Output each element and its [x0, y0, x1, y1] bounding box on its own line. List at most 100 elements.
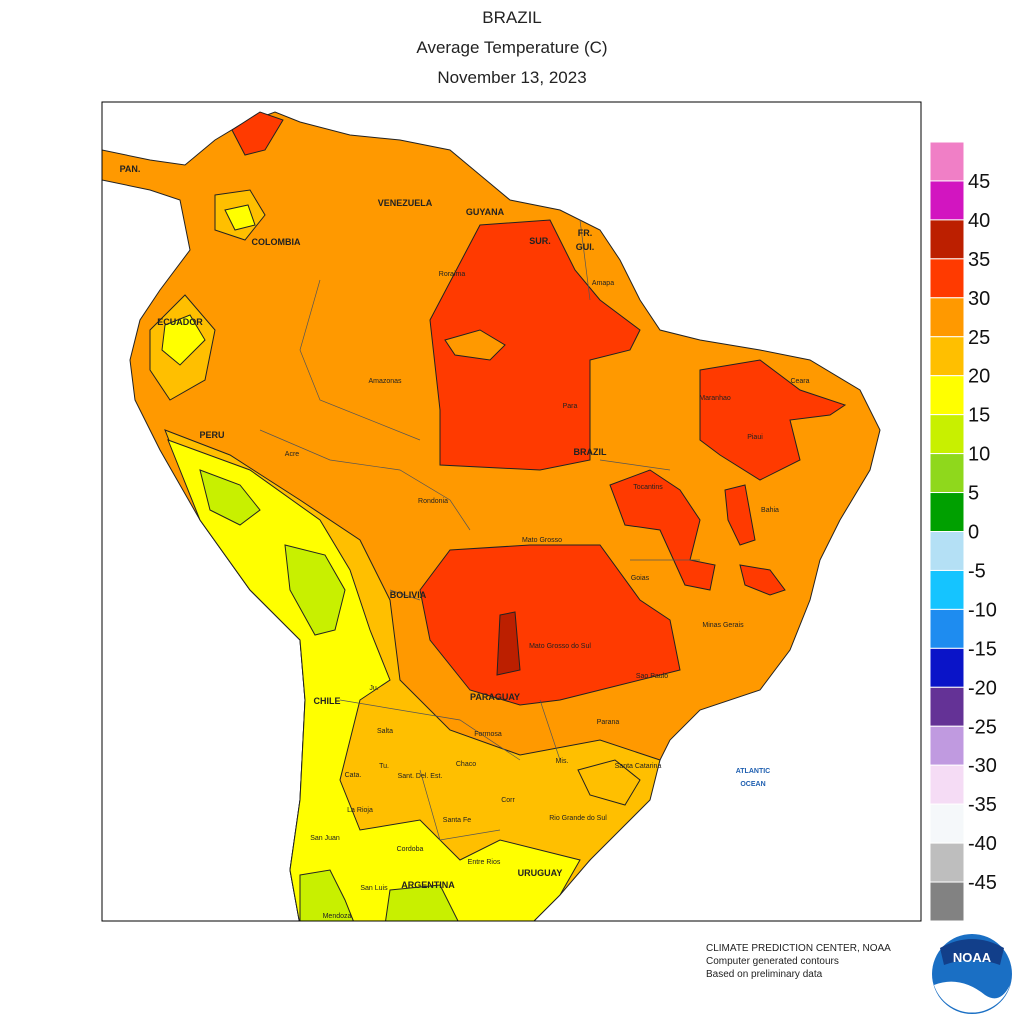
legend-swatch [929, 375, 965, 416]
place-label: BRAZIL [574, 447, 607, 457]
legend-swatch [929, 647, 965, 688]
frame [101, 101, 922, 922]
legend-swatch [929, 686, 965, 727]
place-label: PARAGUAY [470, 692, 520, 702]
very-hot [496, 611, 521, 676]
state-label: San Juan [310, 835, 340, 842]
legend-label: 25 [968, 327, 990, 349]
credit: Based on preliminary data [706, 969, 823, 980]
state-label: Santa Fe [443, 817, 472, 824]
place-label: URUGUAY [518, 868, 563, 878]
state-label: Maranhao [699, 395, 731, 402]
state-label: Cordoba [397, 846, 424, 853]
subtitle: Average Temperature (C) [416, 38, 607, 57]
legend-label: -45 [968, 872, 997, 894]
credit: CLIMATE PREDICTION CENTER, NOAA [706, 943, 891, 954]
legend-label: -40 [968, 833, 997, 855]
legend-label: -25 [968, 716, 997, 738]
legend-label: 45 [968, 171, 990, 193]
place-label: BOLIVIA [390, 590, 427, 600]
state-label: Entre Rios [468, 859, 501, 866]
legend-label: 5 [968, 483, 979, 505]
hot-zone [699, 359, 847, 481]
state-label: Mato Grosso [522, 537, 562, 544]
legend-label: 35 [968, 249, 990, 271]
legend-swatch [929, 764, 965, 805]
legend-label: 30 [968, 288, 990, 310]
ocean-label: ATLANTIC [736, 768, 770, 775]
legend-swatch [929, 141, 965, 182]
legend-swatch [929, 219, 965, 260]
place-label: CHILE [314, 696, 341, 706]
place-labels: PAN. VENEZUELA GUYANA SUR. FR. GUI. COLO… [120, 164, 810, 920]
warm-spot [444, 329, 506, 361]
legend-label: -30 [968, 755, 997, 777]
legend-label: -10 [968, 599, 997, 621]
state-label: Tocantins [633, 484, 663, 491]
green-spot [299, 869, 354, 921]
state-label: La Rioja [347, 807, 373, 814]
hot-zone [724, 484, 756, 546]
state-label: Roraima [439, 271, 466, 278]
state-label: Tu. [379, 763, 389, 770]
legend-swatch [929, 803, 965, 844]
state-label: Mendoza [323, 913, 352, 920]
legend-swatch [929, 725, 965, 766]
legend-swatch [929, 297, 965, 338]
place-label: GUI. [576, 242, 595, 252]
state-label: Para [563, 403, 578, 410]
state-label: Ju. [369, 685, 378, 692]
legend-swatch [929, 608, 965, 649]
title: BRAZIL [482, 8, 542, 27]
legend-label: -15 [968, 638, 997, 660]
legend-swatch [929, 531, 965, 571]
place-label: GUYANA [466, 207, 505, 217]
land [102, 111, 881, 921]
green-spot [385, 884, 459, 921]
cool-spot [224, 204, 256, 231]
legend-swatch [929, 569, 965, 610]
state-label: Mato Grosso do Sul [529, 643, 591, 650]
state-label: Corr [501, 797, 515, 804]
state-label: Acre [285, 451, 300, 458]
green-spot [284, 544, 346, 636]
legend-label: 20 [968, 366, 990, 388]
legend-label: 15 [968, 405, 990, 427]
state-label: Piaui [747, 434, 763, 441]
legend-label: -5 [968, 560, 986, 582]
noaa-logo: NOAA [932, 934, 1012, 1014]
place-label: COLOMBIA [252, 237, 301, 247]
state-label: Chaco [456, 761, 476, 768]
hot-zone [429, 219, 641, 471]
legend-label: 0 [968, 522, 979, 544]
place-label: VENEZUELA [378, 198, 433, 208]
legend-swatch [929, 453, 965, 494]
state-label: Minas Gerais [702, 622, 744, 629]
legend-swatch [929, 180, 965, 221]
cool-spot [161, 314, 206, 366]
green-spot [199, 469, 261, 526]
legend-swatch [929, 414, 965, 455]
state-label: Sao Paulo [636, 673, 668, 680]
hot-zone [739, 564, 786, 596]
state-label: Salta [377, 728, 393, 735]
legend-label: -35 [968, 794, 997, 816]
place-label: ARGENTINA [401, 880, 455, 890]
credit: Computer generated contours [706, 956, 839, 967]
map [101, 101, 922, 922]
hot-zone [419, 544, 681, 706]
date: November 13, 2023 [437, 68, 586, 87]
legend-swatch [929, 258, 965, 299]
state-label: Rondonia [418, 498, 448, 505]
legend-label: -20 [968, 677, 997, 699]
place-label: PERU [199, 430, 224, 440]
state-label: Bahia [761, 507, 779, 514]
place-label: SUR. [529, 236, 551, 246]
ocean-label: OCEAN [740, 781, 765, 788]
state-label: Mis. [556, 758, 569, 765]
place-label: PAN. [120, 164, 141, 174]
cool-zone [167, 439, 581, 921]
place-label: FR. [578, 228, 593, 238]
state-label: Amazonas [368, 378, 402, 385]
